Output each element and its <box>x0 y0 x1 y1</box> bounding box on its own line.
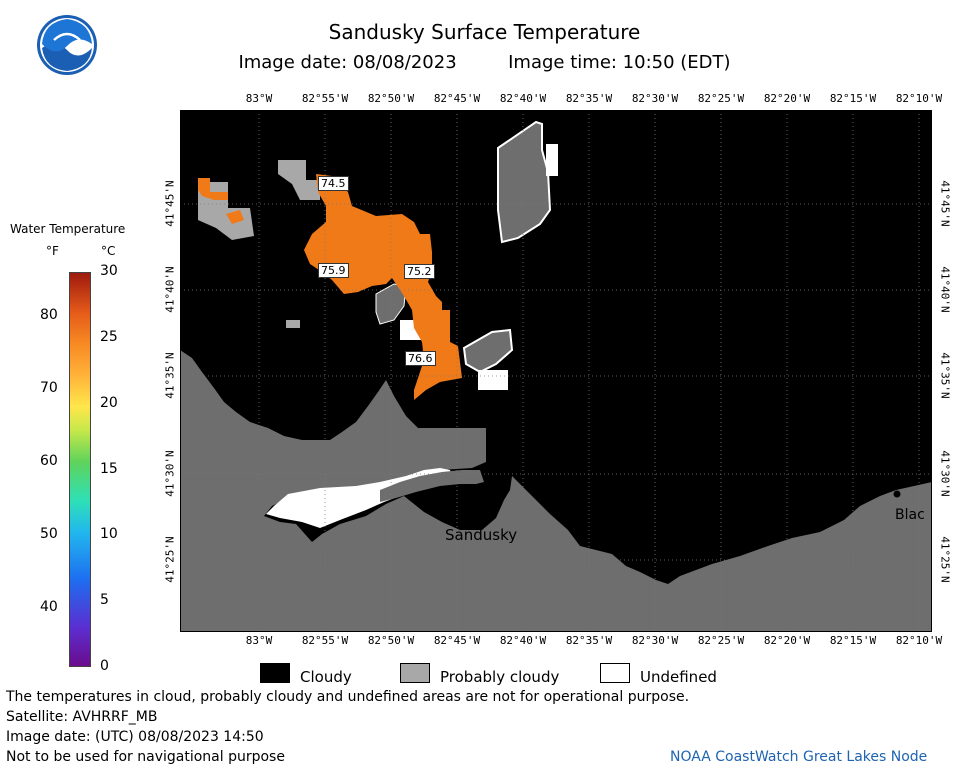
undefined-patch-1 <box>546 144 558 176</box>
page-title: Sandusky Surface Temperature <box>328 20 641 44</box>
lon-tick-bottom: 82°45'W <box>433 634 481 647</box>
color-scale-c-label: 25 <box>100 328 118 345</box>
footer-utc-date: Image date: (UTC) 08/08/2023 14:50 <box>6 729 264 745</box>
color-scale-f-label: 40 <box>40 599 58 616</box>
legend-unit-c: °C <box>101 244 116 258</box>
color-scale-f-label: 70 <box>40 380 58 397</box>
land-south-shore <box>180 350 932 632</box>
image-date: Image date: 08/08/2023 <box>238 52 457 73</box>
lon-tick-bottom: 82°35'W <box>565 634 613 647</box>
credit-link[interactable]: NOAA CoastWatch Great Lakes Node <box>670 749 928 765</box>
lon-tick-top: 82°55'W <box>301 92 349 105</box>
lon-tick-top: 82°35'W <box>565 92 613 105</box>
city-dot <box>893 490 901 498</box>
legend-title: Water Temperature <box>10 222 126 236</box>
legend-probably-cloudy-swatch <box>400 663 430 683</box>
land-peninsula <box>380 470 484 502</box>
footer-disclaimer: The temperatures in cloud, probably clou… <box>6 689 690 705</box>
lon-tick-bottom: 82°15'W <box>829 634 877 647</box>
legend-probably-cloudy-label: Probably cloudy <box>440 668 560 686</box>
color-scale-c-label: 0 <box>100 658 109 674</box>
warm-water-west <box>198 178 228 200</box>
lon-tick-bottom: 82°25'W <box>697 634 745 647</box>
place-blac: Blac <box>895 507 925 523</box>
color-scale-f-label: 50 <box>40 526 58 543</box>
color-scale-f-label: 80 <box>40 306 58 323</box>
lon-tick-top: 82°20'W <box>763 92 811 105</box>
probably-cloudy-mid <box>375 283 407 325</box>
temp-label-2: 75.9 <box>318 263 349 278</box>
lon-tick-bottom: 82°50'W <box>367 634 415 647</box>
color-scale-c-label: 5 <box>100 592 109 609</box>
color-scale-bar <box>69 272 91 667</box>
probably-cloudy-island <box>462 328 514 374</box>
lat-tick-right: 41°30'N <box>938 450 952 497</box>
lon-tick-top: 82°50'W <box>367 92 415 105</box>
warm-water-west-2 <box>226 210 244 224</box>
lon-tick-top: 82°45'W <box>433 92 481 105</box>
lat-tick-right: 41°40'N <box>938 266 952 313</box>
lon-tick-top: 82°40'W <box>499 92 547 105</box>
lon-tick-bottom: 83°W <box>245 634 273 647</box>
lon-tick-bottom: 82°55'W <box>301 634 349 647</box>
lat-tick-right: 41°25'N <box>938 536 952 583</box>
lat-tick-left: 41°40'N <box>163 266 177 313</box>
map-grid <box>180 110 932 632</box>
color-scale-f-label: 60 <box>40 453 58 470</box>
lat-tick-left: 41°45'N <box>163 180 177 227</box>
footer-satellite: Satellite: AVHRRF_MB <box>6 709 158 725</box>
color-scale-c-label: 20 <box>100 394 118 411</box>
lat-tick-left: 41°25'N <box>163 536 177 583</box>
noaa-logo-icon <box>36 14 98 76</box>
map-svg <box>180 110 932 632</box>
lat-tick-left: 41°30'N <box>163 450 177 497</box>
lon-tick-bottom: 82°10'W <box>895 634 943 647</box>
probably-cloudy-east <box>497 120 552 244</box>
image-date-time: Image date: 08/08/2023 Image time: 10:50… <box>0 52 969 73</box>
probably-cloudy-small <box>286 320 300 328</box>
legend-unit-f: °F <box>46 244 59 258</box>
lon-tick-bottom: 82°20'W <box>763 634 811 647</box>
lon-tick-top: 83°W <box>245 92 273 105</box>
probably-cloudy-north <box>278 160 320 200</box>
lon-tick-bottom: 82°40'W <box>499 634 547 647</box>
lat-tick-left: 41°35'N <box>163 352 177 399</box>
color-scale-c-label: 30 <box>100 263 118 279</box>
undefined-patch-3 <box>478 370 508 390</box>
legend-undefined-swatch <box>600 663 630 683</box>
lat-tick-right: 41°35'N <box>938 352 952 399</box>
footer-navigation-note: Not to be used for navigational purpose <box>6 749 285 765</box>
temperature-map <box>180 110 932 636</box>
warm-water-plume <box>304 174 462 400</box>
lon-tick-top: 82°15'W <box>829 92 877 105</box>
place-sandusky: Sandusky <box>445 526 518 544</box>
image-time: Image time: 10:50 (EDT) <box>508 52 731 73</box>
legend-cloudy-swatch <box>260 663 290 683</box>
temp-label-4: 76.6 <box>405 351 436 366</box>
color-scale-c-label: 10 <box>100 526 118 543</box>
color-scale-c-label: 15 <box>100 460 118 477</box>
legend-undefined-label: Undefined <box>640 668 717 686</box>
lon-tick-bottom: 82°30'W <box>631 634 679 647</box>
lon-tick-top: 82°10'W <box>895 92 943 105</box>
lat-tick-right: 41°45'N <box>938 180 952 227</box>
temp-label-1: 74.5 <box>318 176 349 191</box>
legend-cloudy-label: Cloudy <box>300 668 352 686</box>
temp-label-3: 75.2 <box>404 264 435 279</box>
lon-tick-top: 82°25'W <box>697 92 745 105</box>
lon-tick-top: 82°30'W <box>631 92 679 105</box>
